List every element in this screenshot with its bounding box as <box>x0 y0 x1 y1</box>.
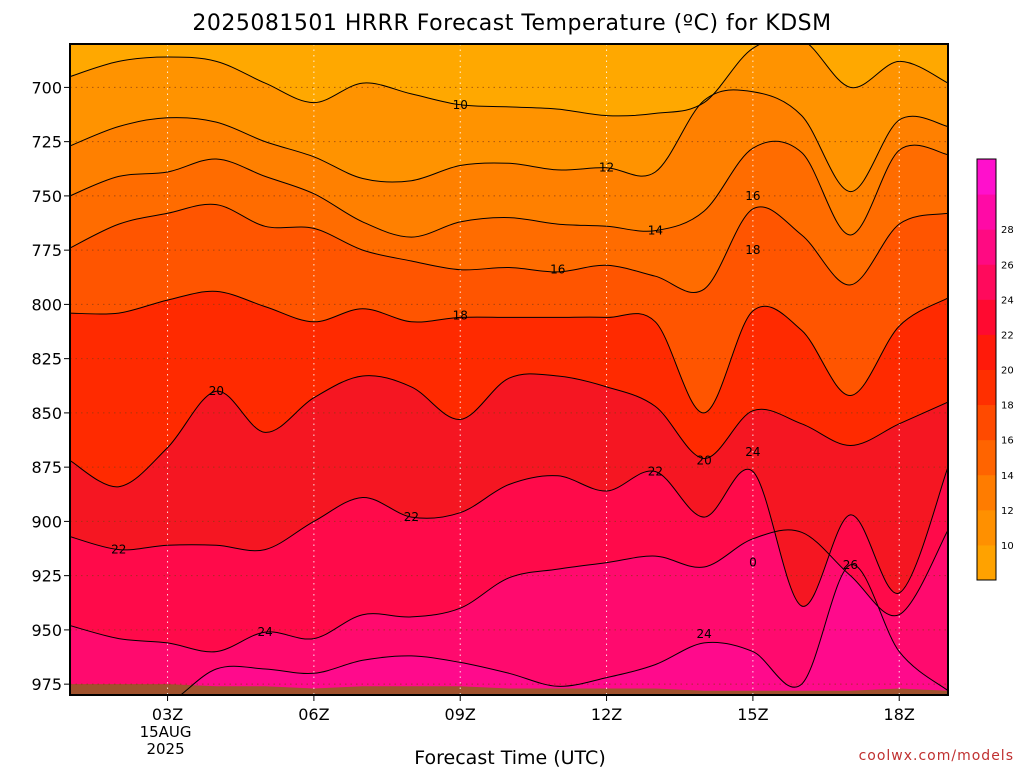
contour-labels: 10 12 14 16 16 18 18 20 20 22 22 22 24 24 24 26 0 <box>111 98 858 641</box>
contour-label-26: 26 <box>843 558 858 572</box>
y-tick-label-925: 925 <box>31 567 62 586</box>
y-tick-label-750: 750 <box>31 187 62 206</box>
colorbar-tick-14: 14 <box>1001 471 1014 482</box>
colorbar-tick-18: 18 <box>1001 401 1014 412</box>
chart-title: 2025081501 HRRR Forecast Temperature (ºC… <box>192 11 831 36</box>
colorbar-segment-9 <box>977 229 996 265</box>
colorbar-tick-16: 16 <box>1001 436 1014 447</box>
y-tick-label-825: 825 <box>31 350 62 369</box>
y-tick-label-725: 725 <box>31 133 62 152</box>
colorbar-segment-8 <box>977 264 996 300</box>
ground-fill <box>70 684 948 695</box>
contour-label-22: 22 <box>404 510 419 524</box>
contour-22 <box>70 467 948 607</box>
x-tick-label-18Z: 18Z <box>884 705 915 724</box>
x-tick-label-03Z: 03Z <box>152 705 183 724</box>
y-tick-label-975: 975 <box>31 675 62 694</box>
contour-16 <box>70 203 948 293</box>
colorbar-tick-24: 24 <box>1001 295 1014 306</box>
contour-label-0: 0 <box>749 556 757 570</box>
y-axis: 700 725 750 775 800 825 850 875 900 925 950 975 <box>31 78 70 694</box>
colorbar-segment-3 <box>977 439 996 476</box>
colorbar-tick-10: 10 <box>1001 541 1014 552</box>
contour-24 <box>70 529 948 653</box>
colorbar-segment-10 <box>977 194 996 230</box>
colorbar-tick-26: 26 <box>1001 260 1014 271</box>
colorbar-tick-12: 12 <box>1001 506 1014 517</box>
contour-label-18: 18 <box>453 308 468 322</box>
colorbar: 10 12 14 16 18 20 22 24 26 28 <box>976 158 1014 581</box>
x-axis-label: Forecast Time (UTC) <box>414 747 605 768</box>
x-tick-label-09Z: 09Z <box>445 705 476 724</box>
contour-label-12: 12 <box>599 161 614 175</box>
contour-14 <box>70 140 948 238</box>
ground-surface <box>70 684 948 695</box>
contour-lines <box>70 44 948 695</box>
contour-label-20: 20 <box>696 454 711 468</box>
colorbar-segment-0 <box>977 544 996 581</box>
x-tick-label-15Z: 15Z <box>737 705 768 724</box>
x-tick-label-12Z: 12Z <box>591 705 622 724</box>
temperature-fill-bands <box>70 44 948 695</box>
y-tick-label-775: 775 <box>31 241 62 260</box>
contour-label-22: 22 <box>648 464 663 478</box>
x-tick-sublabel-2025: 2025 <box>146 740 184 758</box>
contour-label-22: 22 <box>111 543 126 557</box>
contour-10 <box>70 44 948 117</box>
colorbar-segment-5 <box>977 369 996 406</box>
y-tick-label-700: 700 <box>31 78 62 97</box>
contour-26 <box>179 564 948 695</box>
contour-12 <box>70 89 948 193</box>
contour-label-14: 14 <box>648 224 663 238</box>
credit-text: coolwx.com/models <box>859 748 1014 764</box>
y-tick-label-950: 950 <box>31 621 62 640</box>
colorbar-segment-4 <box>977 404 996 441</box>
contour-label-10: 10 <box>453 98 468 112</box>
colorbar-segment-2 <box>977 474 996 511</box>
contour-label-24: 24 <box>257 625 272 639</box>
y-tick-label-800: 800 <box>31 295 62 314</box>
plot-frame <box>69 43 949 696</box>
colorbar-segment-11 <box>977 159 996 195</box>
colorbar-frame <box>976 158 997 581</box>
contour-label-20: 20 <box>209 384 224 398</box>
contour-label-16: 16 <box>745 189 760 203</box>
x-tick-sublabel-15AUG: 15AUG <box>140 723 192 741</box>
fill-band-10 <box>70 44 948 116</box>
colorbar-segment-6 <box>977 334 996 370</box>
y-tick-label-900: 900 <box>31 512 62 531</box>
colorbar-tick-22: 22 <box>1001 330 1014 341</box>
contour-label-24: 24 <box>696 627 711 641</box>
colorbar-tick-20: 20 <box>1001 366 1014 377</box>
colorbar-segment-7 <box>977 299 996 335</box>
contour-label-24: 24 <box>745 445 760 459</box>
colorbar-segment-1 <box>977 509 996 546</box>
contour-label-18: 18 <box>745 243 760 257</box>
contour-20 <box>70 373 948 488</box>
contour-label-16: 16 <box>550 263 565 277</box>
contour-18 <box>70 290 948 414</box>
colorbar-tick-28: 28 <box>1001 225 1014 236</box>
x-tick-label-06Z: 06Z <box>298 705 329 724</box>
y-tick-label-850: 850 <box>31 404 62 423</box>
y-tick-label-875: 875 <box>31 458 62 477</box>
